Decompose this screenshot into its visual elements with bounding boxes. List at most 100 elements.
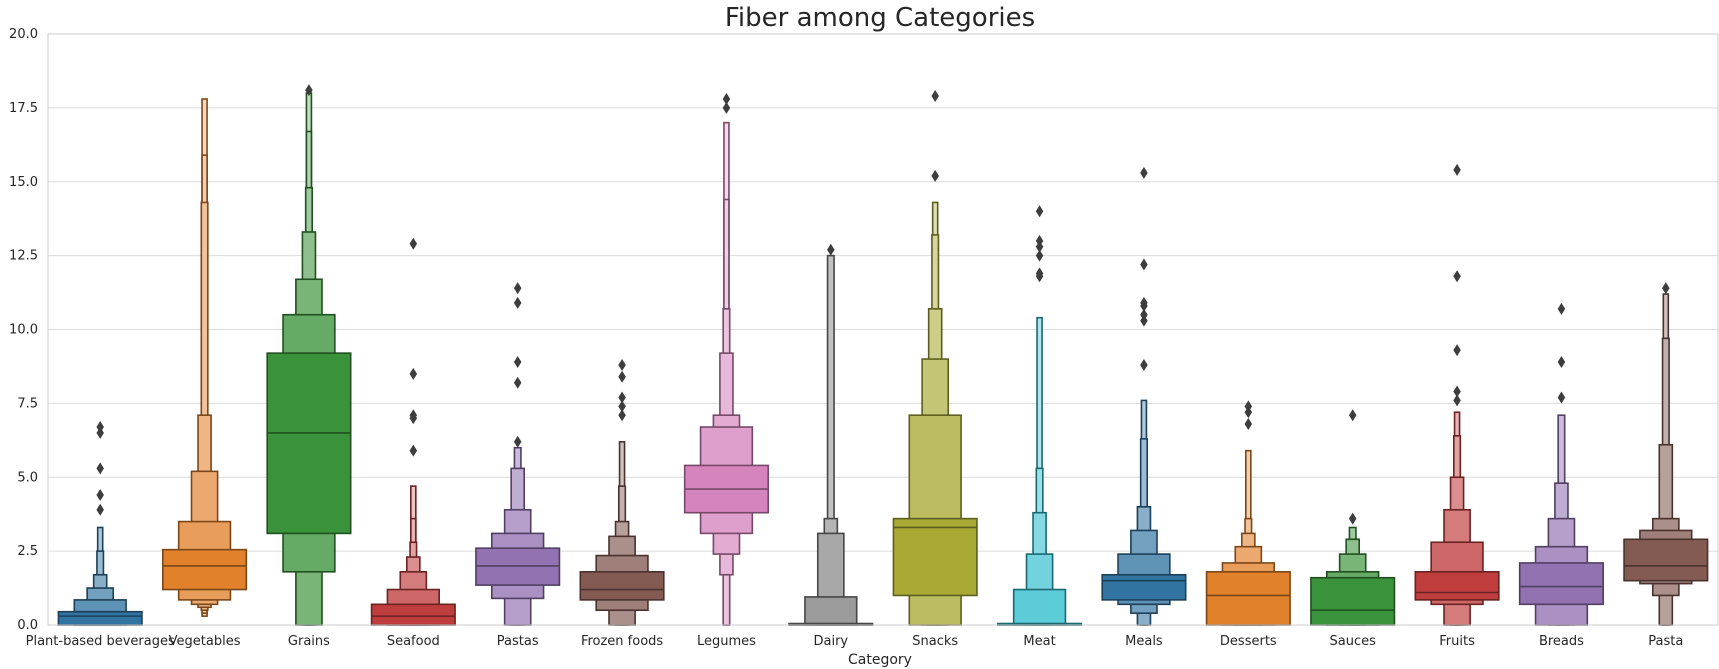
box-level-inner	[1310, 576, 1396, 626]
x-tick-label: Fruits	[1439, 634, 1475, 649]
y-tick-label: 5.0	[17, 470, 38, 485]
x-tick-label: Desserts	[1220, 634, 1277, 649]
box-level-inner	[1518, 562, 1604, 606]
outlier-point	[1557, 302, 1566, 315]
y-tick-label: 12.5	[9, 249, 38, 264]
x-tick-label: Legumes	[697, 634, 756, 649]
outlier-point	[1035, 267, 1044, 280]
outlier-point	[722, 101, 731, 114]
category-group	[162, 98, 248, 617]
box-level-inner	[1101, 573, 1187, 601]
x-tick-label: Dairy	[813, 634, 848, 649]
outlier-point	[409, 367, 418, 380]
category-group	[1101, 166, 1187, 626]
outlier-point	[1453, 394, 1461, 407]
outlier-point	[1557, 356, 1566, 369]
outlier-point	[96, 503, 104, 516]
outlier-point	[618, 400, 626, 413]
box-level-inner	[266, 352, 352, 535]
category-group	[370, 237, 456, 626]
outlier-point	[1244, 400, 1253, 413]
box-level-inner	[1414, 571, 1500, 601]
category-group	[1623, 282, 1709, 626]
category-group	[997, 205, 1083, 626]
chart-title: Fiber among Categories	[725, 3, 1035, 33]
outlier-point	[1662, 282, 1670, 295]
x-tick-label: Frozen foods	[581, 634, 663, 649]
outlier-point	[931, 90, 939, 103]
box-level-inner	[579, 571, 665, 601]
category-group	[683, 93, 769, 626]
x-tick-label: Meals	[1125, 634, 1163, 649]
outlier-point	[1035, 234, 1044, 247]
category-group	[1310, 409, 1396, 626]
outlier-point	[1453, 344, 1461, 357]
category-group	[892, 90, 978, 626]
y-tick-label: 20.0	[9, 27, 38, 42]
x-tick-label: Meat	[1023, 634, 1055, 649]
outlier-point	[1140, 296, 1148, 309]
box-level-inner	[1205, 571, 1291, 626]
outlier-point	[1557, 391, 1566, 404]
outlier-point	[513, 356, 522, 369]
outlier-point	[1140, 166, 1148, 179]
x-tick-label: Sauces	[1329, 634, 1376, 649]
box-level-inner	[370, 603, 456, 626]
y-tick-label: 17.5	[9, 101, 38, 116]
outlier-point	[618, 409, 626, 422]
x-tick-label: Snacks	[912, 634, 958, 649]
box-level-inner	[162, 548, 248, 591]
boxen-series	[57, 84, 1709, 626]
outlier-point	[409, 237, 418, 250]
outlier-point	[409, 409, 418, 422]
outlier-point	[618, 370, 626, 383]
outlier-point	[1453, 163, 1461, 176]
x-tick-label: Plant-based beverages	[26, 634, 175, 649]
category-group	[475, 282, 561, 626]
plot-frame	[47, 33, 1719, 626]
outlier-point	[1140, 308, 1148, 321]
x-axis-label: Category	[848, 652, 912, 668]
outlier-point	[96, 421, 104, 434]
outlier-point	[1140, 358, 1148, 371]
y-tick-label: 0.0	[17, 618, 38, 633]
y-tick-label: 10.0	[9, 323, 38, 338]
y-tick-label: 2.5	[17, 544, 38, 559]
outlier-point	[1348, 512, 1357, 525]
category-group	[266, 84, 352, 626]
outlier-point	[96, 462, 104, 475]
outlier-point	[931, 169, 939, 182]
outlier-point	[618, 391, 626, 404]
category-group	[57, 421, 143, 626]
outlier-point	[513, 282, 522, 295]
outlier-point	[96, 488, 104, 501]
x-tick-label: Grains	[288, 634, 330, 649]
category-group	[1205, 400, 1291, 626]
outlier-point	[513, 296, 522, 309]
outlier-point	[1453, 385, 1461, 398]
x-tick-label: Breads	[1539, 634, 1584, 649]
outlier-point	[513, 435, 522, 448]
x-tick-label: Pastas	[497, 634, 539, 649]
box-level	[200, 201, 209, 612]
category-group	[1518, 302, 1604, 626]
outlier-point	[1035, 249, 1044, 262]
box-level-inner	[57, 610, 143, 626]
x-tick-label: Seafood	[387, 634, 440, 649]
outlier-point	[618, 358, 626, 371]
outlier-point	[1035, 205, 1044, 218]
outlier-point	[1140, 258, 1148, 271]
box-level-inner	[892, 517, 978, 597]
y-tick-label: 15.0	[9, 175, 38, 190]
outlier-point	[827, 243, 835, 256]
outlier-point	[305, 84, 313, 97]
x-tick-label: Pasta	[1648, 634, 1683, 649]
outlier-point	[409, 444, 418, 457]
box-level	[804, 596, 858, 626]
category-group	[788, 243, 874, 626]
outlier-point	[513, 376, 522, 389]
outlier-point	[1453, 270, 1461, 283]
category-group	[579, 358, 665, 626]
